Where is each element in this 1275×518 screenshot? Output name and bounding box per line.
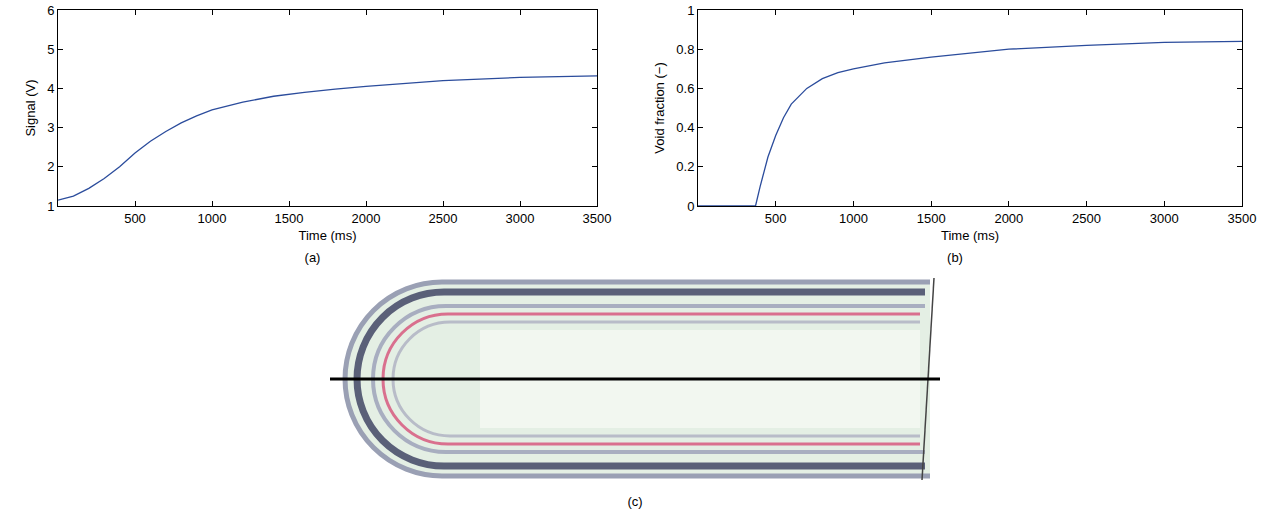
svg-text:0.6: 0.6 [676, 81, 694, 96]
svg-text:3500: 3500 [1228, 211, 1257, 226]
svg-text:0.8: 0.8 [676, 42, 694, 57]
svg-text:500: 500 [124, 211, 146, 226]
svg-text:Signal (V): Signal (V) [23, 79, 38, 136]
svg-text:0.2: 0.2 [676, 159, 694, 174]
svg-text:5: 5 [47, 42, 54, 57]
svg-text:6: 6 [47, 3, 54, 18]
svg-text:2000: 2000 [352, 211, 381, 226]
svg-text:3000: 3000 [1150, 211, 1179, 226]
svg-text:2500: 2500 [429, 211, 458, 226]
svg-text:1: 1 [687, 3, 694, 18]
svg-text:1500: 1500 [275, 211, 304, 226]
svg-text:2: 2 [47, 159, 54, 174]
svg-text:1000: 1000 [198, 211, 227, 226]
html-text:(a): (a) [304, 250, 321, 265]
svg-text:Time (ms): Time (ms) [298, 228, 356, 243]
svg-text:1: 1 [47, 199, 54, 214]
svg-text:3500: 3500 [583, 211, 612, 226]
svg-text:0.4: 0.4 [676, 120, 694, 135]
svg-text:0: 0 [687, 199, 694, 214]
svg-text:Time (ms): Time (ms) [941, 228, 999, 243]
svg-text:Void fraction (−): Void fraction (−) [652, 62, 667, 153]
svg-text:2500: 2500 [1072, 211, 1101, 226]
svg-text:3: 3 [47, 120, 54, 135]
html-text:(c): (c) [627, 494, 643, 509]
svg-text:1500: 1500 [917, 211, 946, 226]
html-text:(b): (b) [947, 250, 963, 265]
svg-text:4: 4 [47, 81, 54, 96]
svg-text:3000: 3000 [506, 211, 535, 226]
svg-text:2000: 2000 [994, 211, 1023, 226]
svg-text:1000: 1000 [839, 211, 868, 226]
svg-text:500: 500 [765, 211, 787, 226]
